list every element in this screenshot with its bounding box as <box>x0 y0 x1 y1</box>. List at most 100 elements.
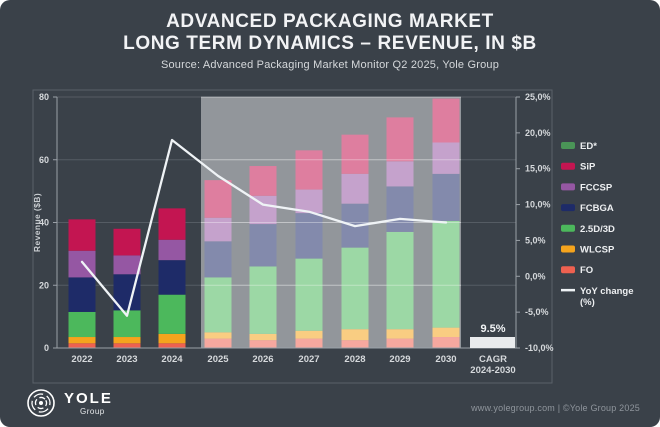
bar-segment-WLCSP-2027 <box>295 330 323 339</box>
forecast-band <box>201 97 461 348</box>
chart-source: Source: Advanced Packaging Market Monito… <box>160 58 500 71</box>
right-axis-label: 20,0% <box>525 128 551 138</box>
left-axis-label: 40 <box>39 218 49 228</box>
bar-segment-FO-2029 <box>386 338 414 348</box>
bar-segment-SiP-2029 <box>386 117 414 162</box>
left-axis-label: 80 <box>39 92 49 102</box>
bar-segment-FCCSP-2024 <box>158 239 186 261</box>
right-axis-label: 10,0% <box>525 200 551 210</box>
bar-segment-WLCSP-2026 <box>249 333 277 341</box>
bar-segment-FCBGA-2022 <box>68 277 96 312</box>
bar-segment-FCCSP-2025 <box>204 217 232 242</box>
legend-swatch-ED* <box>561 142 575 149</box>
bar-segment-FCBGA-2027 <box>295 213 323 259</box>
legend-label-FO: FO <box>580 265 593 276</box>
chart-title-line1: ADVANCED PACKAGING MARKET <box>166 11 494 32</box>
bar-segment-2.5D/3D-2025 <box>204 277 232 333</box>
x-axis-label-2027: 2027 <box>298 354 319 365</box>
left-axis-label: 20 <box>39 280 49 290</box>
bar-segment-SiP-2023 <box>113 228 141 256</box>
bar-segment-FCBGA-2029 <box>386 186 414 232</box>
bar-segment-SiP-2025 <box>204 180 232 218</box>
x-axis-label-2023: 2023 <box>116 354 137 365</box>
right-axis-label: 25,0% <box>525 92 551 102</box>
bar-segment-FO-2023 <box>113 343 141 348</box>
legend-label-yoy-line2: (%) <box>580 297 595 308</box>
yole-logo-subtitle: Group <box>80 406 105 416</box>
bar-segment-SiP-2028 <box>341 134 369 174</box>
x-axis-label-2026: 2026 <box>252 354 273 365</box>
bar-segment-FCBGA-2025 <box>204 241 232 278</box>
bar-segment-FO-2030 <box>432 337 460 348</box>
bar-segment-WLCSP-2024 <box>158 333 186 344</box>
bar-segment-FCCSP-2030 <box>432 142 460 174</box>
right-axis-label: 0,0% <box>525 271 546 281</box>
bar-segment-WLCSP-2028 <box>341 329 369 341</box>
bar-segment-WLCSP-2025 <box>204 332 232 339</box>
y-axis-title: Revenue ($B) <box>32 193 42 252</box>
yole-logo-icon <box>27 389 55 417</box>
legend-swatch-FCBGA <box>561 204 575 212</box>
bar-segment-FCCSP-2027 <box>295 189 323 214</box>
legend-swatch-FCCSP <box>561 183 575 191</box>
left-axis-label: 60 <box>39 155 49 165</box>
bar-segment-FCBGA-2030 <box>432 173 460 221</box>
x-axis-label-2024: 2024 <box>161 354 183 365</box>
bar-segment-2.5D/3D-2027 <box>295 258 323 331</box>
bar-segment-FCBGA-2026 <box>249 224 277 267</box>
x-axis-label-2029: 2029 <box>389 354 410 365</box>
right-axis-label: -5,0% <box>525 307 549 317</box>
yole-logo-text: YOLE Group <box>64 391 113 416</box>
chart-panel-border <box>32 89 553 384</box>
cagr-label-line1: CAGR <box>479 354 507 365</box>
yole-logo-name: YOLE <box>64 389 113 407</box>
legend-label-yoy-line1: YoY change <box>580 286 634 297</box>
yole-logo: YOLE Group <box>26 388 113 418</box>
right-axis-label: -10,0% <box>525 343 554 353</box>
x-axis-label-2030: 2030 <box>435 354 456 365</box>
legend-label-ED*: ED* <box>580 141 597 152</box>
right-axis-label: 5,0% <box>525 235 546 245</box>
bar-segment-SiP-2027 <box>295 150 323 190</box>
bar-segment-2.5D/3D-2029 <box>386 231 414 330</box>
bar-segment-FCBGA-2024 <box>158 260 186 295</box>
bar-segment-2.5D/3D-2024 <box>158 294 186 334</box>
yoy-line <box>80 138 448 317</box>
bar-segment-SiP-2030 <box>432 98 460 143</box>
cagr-bar <box>470 337 515 348</box>
bar-segment-FCCSP-2028 <box>341 173 369 204</box>
bar-segment-WLCSP-2030 <box>432 327 460 338</box>
legend-label-SiP: SiP <box>580 162 596 173</box>
legend-swatch-2.5D/3D <box>561 224 575 232</box>
chart-title-line2: LONG TERM DYNAMICS – REVENUE, IN $B <box>123 32 537 54</box>
legend-swatch-yoy-line <box>561 288 575 292</box>
bar-segment-SiP-2024 <box>158 208 186 240</box>
bar-segment-WLCSP-2029 <box>386 329 414 339</box>
bar-segment-WLCSP-2023 <box>113 337 141 344</box>
footer-credit: www.yolegroup.com | ©Yole Group 2025 <box>471 403 640 413</box>
legend-label-FCCSP: FCCSP <box>580 182 613 193</box>
bar-segment-FCCSP-2029 <box>386 161 414 187</box>
bar-segment-FO-2026 <box>249 340 277 348</box>
chart-header: ADVANCED PACKAGING MARKET LONG TERM DYNA… <box>0 11 660 71</box>
legend-label-WLCSP: WLCSP <box>580 245 615 256</box>
bar-segment-FO-2025 <box>204 338 232 348</box>
cagr-value: 9.5% <box>480 323 505 335</box>
legend-label-2.5D/3D: 2.5D/3D <box>580 224 615 235</box>
x-axis-label-2025: 2025 <box>207 354 229 365</box>
bar-segment-FO-2022 <box>68 343 96 348</box>
bar-segment-FO-2028 <box>341 340 369 348</box>
bar-segment-2.5D/3D-2022 <box>68 311 96 338</box>
left-axis-label: 0 <box>44 343 49 353</box>
legend-swatch-WLCSP <box>561 245 575 253</box>
bar-segment-SiP-2022 <box>68 219 96 251</box>
bar-segment-2.5D/3D-2028 <box>341 247 369 330</box>
right-axis-label: 15,0% <box>525 164 551 174</box>
legend-swatch-FO <box>561 266 575 274</box>
bar-segment-WLCSP-2022 <box>68 337 96 344</box>
bar-segment-SiP-2026 <box>249 166 277 196</box>
bar-segment-FO-2027 <box>295 338 323 348</box>
legend-swatch-SiP <box>561 162 575 170</box>
